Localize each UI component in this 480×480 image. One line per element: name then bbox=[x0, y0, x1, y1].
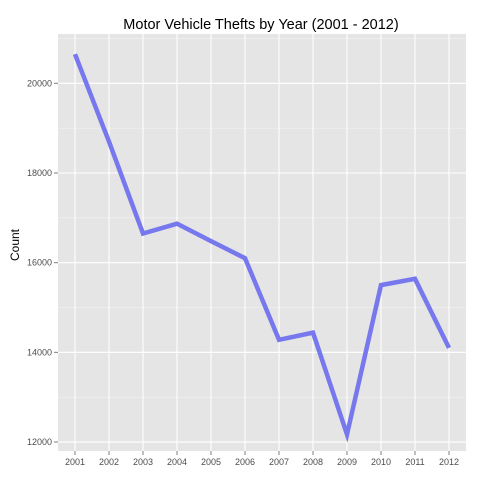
x-tick-label: 2002 bbox=[99, 457, 119, 467]
y-tick-label: 16000 bbox=[27, 258, 52, 268]
y-tick-label: 18000 bbox=[27, 168, 52, 178]
y-tick-label: 12000 bbox=[27, 437, 52, 447]
y-tick-label: 20000 bbox=[27, 78, 52, 88]
x-tick-label: 2009 bbox=[337, 457, 357, 467]
minor-gridlines-y bbox=[58, 38, 466, 398]
x-tick-label: 2006 bbox=[235, 457, 255, 467]
chart-title: Motor Vehicle Thefts by Year (2001 - 201… bbox=[123, 17, 398, 33]
x-tick-label: 2003 bbox=[133, 457, 153, 467]
major-gridlines-y bbox=[58, 82, 466, 443]
y-tick-label: 14000 bbox=[27, 347, 52, 357]
x-tick-label: 2007 bbox=[269, 457, 289, 467]
x-axis: 2001 2002 2003 2004 2005 2006 2007 2008 2009 2010… bbox=[65, 451, 459, 467]
x-tick-label: 2012 bbox=[439, 457, 459, 467]
plot-panel bbox=[58, 34, 466, 451]
y-axis: 12000 14000 16000 18000 20000 bbox=[27, 78, 58, 447]
x-tick-label: 2011 bbox=[405, 457, 424, 467]
series-line bbox=[72, 53, 452, 443]
major-gridlines-x bbox=[74, 34, 450, 451]
x-tick-label: 2005 bbox=[201, 457, 221, 467]
x-tick-label: 2008 bbox=[303, 457, 323, 467]
x-tick-label: 2004 bbox=[167, 457, 187, 467]
y-axis-label: Count bbox=[8, 228, 22, 261]
x-tick-label: 2010 bbox=[371, 457, 391, 467]
x-tick-label: 2001 bbox=[65, 457, 85, 467]
